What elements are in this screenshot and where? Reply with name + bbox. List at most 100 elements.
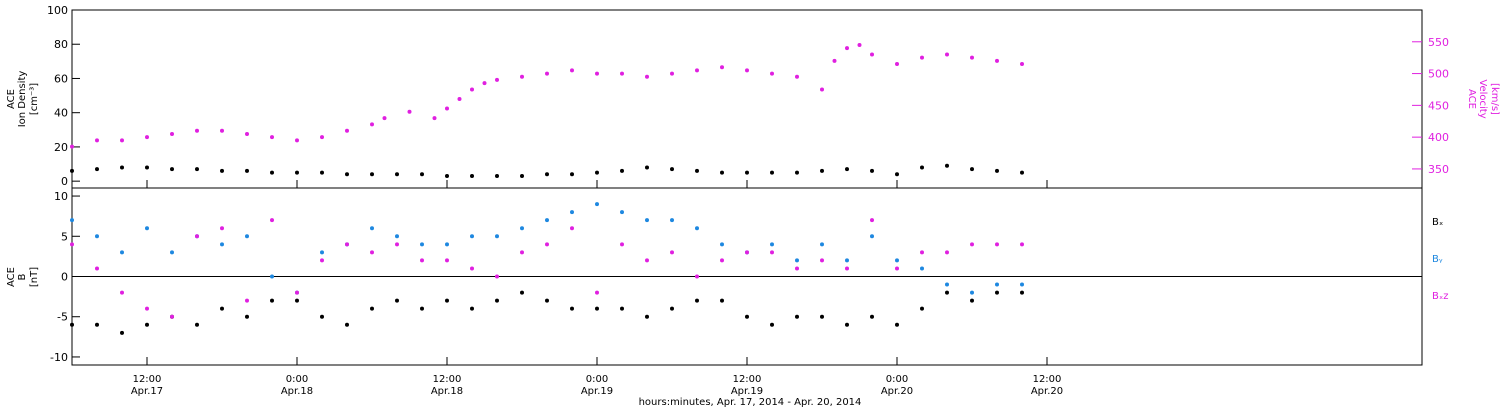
bz-point [95, 266, 99, 271]
velocity-point [570, 68, 574, 73]
bx-point [945, 290, 949, 295]
bx-point [720, 298, 724, 303]
velocity-point [495, 77, 499, 82]
velocity-point [645, 74, 649, 79]
bz-point [920, 250, 924, 255]
velocity-point [920, 55, 924, 60]
bx-point [420, 306, 424, 311]
by-point [145, 226, 149, 231]
by-point [795, 258, 799, 263]
velocity-point [770, 71, 774, 76]
velocity-point [595, 71, 599, 76]
plasma-left-ytick-label: 80 [54, 38, 68, 51]
by-point [620, 210, 624, 215]
bz-point [620, 242, 624, 247]
density-point [270, 170, 274, 175]
by-point [895, 258, 899, 263]
by-point [170, 250, 174, 255]
bz-point [970, 242, 974, 247]
velocity-point [432, 116, 437, 121]
velocity-point [832, 58, 837, 63]
by-point [720, 242, 724, 247]
by-point [995, 282, 999, 287]
plasma-points [70, 42, 1024, 179]
density-point [970, 167, 974, 172]
velocity-point [545, 71, 549, 76]
density-point [170, 167, 174, 172]
bz-point [870, 218, 874, 223]
x-tick-label-date: Apr.19 [581, 386, 613, 397]
bz-point [495, 274, 499, 279]
density-point [995, 168, 999, 173]
x-tick-label-date: Apr.17 [131, 386, 163, 397]
plasma-right-ytick-label: 350 [1428, 163, 1449, 176]
plasma-left-yticks: 0 20 40 60 80 100 [47, 4, 80, 188]
plasma-ylabel-left-line2: Ion Density [17, 71, 28, 128]
bx-point [245, 314, 249, 319]
bz-point [645, 258, 649, 263]
field-ytick-label: -5 [57, 311, 68, 324]
legend-bx: Bₓ [1432, 217, 1443, 228]
density-point [745, 170, 749, 175]
density-point [395, 172, 399, 177]
density-point [595, 170, 599, 175]
by-point [220, 242, 224, 247]
bz-point [320, 258, 324, 263]
bz-point [295, 290, 299, 295]
by-point [395, 234, 399, 239]
density-point [620, 168, 624, 173]
bx-point [820, 314, 824, 319]
field-ytick-label: -10 [50, 351, 68, 364]
plasma-left-ytick-label: 40 [54, 107, 68, 120]
bx-point [570, 306, 574, 311]
by-point [670, 218, 674, 223]
density-point [770, 170, 774, 175]
bz-point [520, 250, 524, 255]
density-point [195, 167, 199, 172]
by-point [770, 242, 774, 247]
density-point [820, 168, 824, 173]
density-point [320, 170, 324, 175]
velocity-point [407, 109, 412, 114]
bx-point [145, 322, 149, 327]
x-tick-label-date: Apr.19 [731, 386, 763, 397]
density-point [345, 172, 349, 177]
field-ytick-label: 10 [54, 190, 68, 203]
bz-point [145, 306, 149, 311]
plasma-right-ytick-label: 450 [1428, 99, 1449, 112]
bz-point [470, 266, 474, 271]
x-tick-label-date: Apr.20 [1031, 386, 1063, 397]
velocity-point [457, 97, 462, 101]
plasma-left-ytick-label: 20 [54, 141, 68, 154]
density-point [520, 174, 524, 179]
by-point [70, 218, 74, 223]
bz-point [695, 274, 699, 279]
bz-point [270, 218, 274, 223]
bz-point [995, 242, 999, 247]
velocity-point [970, 55, 974, 60]
by-point [645, 218, 649, 223]
density-point [145, 165, 149, 170]
plasma-ylabel-left-line3: [cm⁻³] [29, 83, 40, 115]
bz-point [195, 234, 199, 239]
velocity-point [870, 52, 874, 57]
velocity-point [845, 46, 849, 51]
velocity-point [620, 71, 624, 76]
bx-point [745, 314, 749, 319]
density-point [920, 165, 924, 170]
density-point [95, 167, 99, 172]
bz-point [170, 314, 174, 319]
velocity-point [995, 58, 999, 63]
field-ytick-label: 0 [61, 271, 68, 284]
bx-point [120, 330, 124, 335]
bx-point [320, 314, 324, 319]
bz-point [745, 250, 749, 255]
velocity-point [470, 87, 474, 92]
bz-point [70, 242, 74, 247]
field-ytick-label: 5 [61, 230, 68, 243]
bx-point [545, 298, 549, 303]
velocity-point [95, 138, 99, 143]
plasma-left-ytick-label: 60 [54, 72, 68, 85]
density-point [70, 168, 74, 173]
bx-point [795, 314, 799, 319]
